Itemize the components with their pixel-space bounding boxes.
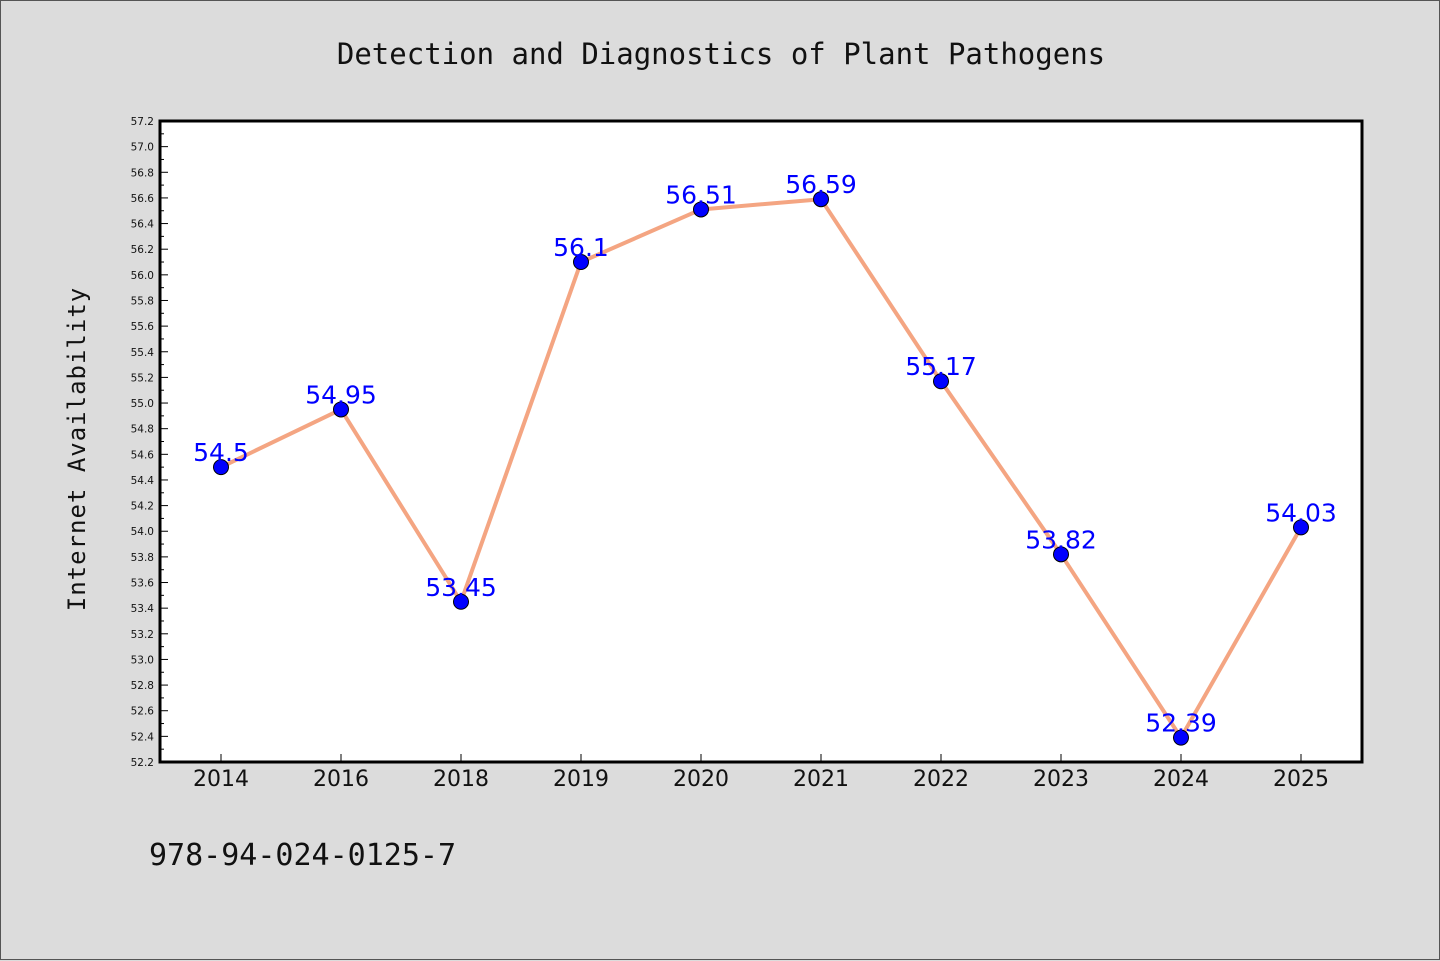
y-axis: 52.2 52.4 52.6 52.8 53.0 53.2 53.4 53.6 53.8 54.0… [131, 116, 168, 769]
data-point [333, 401, 349, 418]
x-tick-label: 2019 [553, 767, 609, 792]
y-tick-label: 55.8 [131, 295, 154, 307]
data-label: 56.59 [785, 170, 857, 199]
data-label: 54.03 [1265, 498, 1337, 527]
y-tick-label: 56.8 [131, 167, 154, 179]
x-tick-label: 2021 [793, 767, 849, 792]
data-point [1173, 729, 1189, 746]
data-point [693, 201, 709, 218]
y-tick-label: 57.2 [131, 116, 154, 128]
data-point [813, 191, 829, 208]
data-label: 54.5 [193, 438, 249, 467]
y-tick-label: 54.4 [131, 475, 155, 487]
y-tick-label: 56.0 [131, 270, 154, 282]
y-tick-label: 53.4 [131, 603, 155, 615]
x-tick-label: 2022 [913, 767, 969, 792]
y-tick-label: 54.0 [131, 526, 154, 538]
y-tick-label: 54.6 [131, 449, 155, 461]
data-label: 55.17 [905, 352, 977, 381]
chart-title: Detection and Diagnostics of Plant Patho… [337, 37, 1105, 71]
y-tick-label: 56.4 [131, 219, 155, 231]
y-tick-label: 52.2 [131, 757, 154, 769]
x-tick-label: 2018 [433, 767, 489, 792]
y-tick-label: 56.6 [131, 193, 155, 205]
x-tick-label: 2024 [1153, 767, 1209, 792]
data-label: 56.51 [665, 180, 737, 209]
data-point [933, 373, 949, 390]
data-label: 53.82 [1025, 525, 1097, 554]
y-tick-label: 53.2 [131, 629, 154, 641]
plot-area [158, 119, 1364, 764]
data-label: 56.1 [553, 233, 609, 262]
y-tick-label: 55.0 [131, 398, 154, 410]
series-line [220, 197, 1303, 740]
y-tick-label: 57.0 [131, 142, 154, 154]
y-tick-label: 54.8 [131, 424, 154, 436]
data-point [453, 593, 469, 610]
y-tick-label: 56.2 [131, 244, 154, 256]
isbn-footer: 978-94-024-0125-7 [149, 838, 456, 873]
data-point [1053, 546, 1069, 563]
y-tick-label: 52.8 [131, 680, 154, 692]
x-tick-label: 2014 [193, 767, 249, 792]
x-tick-label: 2023 [1033, 767, 1089, 792]
y-tick-label: 53.6 [131, 578, 155, 590]
y-tick-label: 53.8 [131, 552, 154, 564]
y-tick-label: 52.6 [131, 706, 155, 718]
x-axis: 2014 2016 2018 2019 2020 2021 2022 2023 2024 2025 [193, 754, 1329, 792]
y-tick-label: 53.0 [131, 654, 154, 666]
data-point [1293, 519, 1309, 536]
y-tick-label: 55.4 [131, 347, 155, 359]
x-tick-label: 2016 [313, 767, 369, 792]
y-tick-label: 54.2 [131, 501, 154, 513]
x-tick-label: 2025 [1273, 767, 1329, 792]
x-tick-label: 2020 [673, 767, 729, 792]
data-label: 53.45 [425, 573, 497, 602]
data-label: 54.95 [305, 380, 377, 409]
data-label: 52.39 [1145, 709, 1217, 738]
y-axis-label: Internet Availability [63, 287, 91, 611]
data-point [573, 254, 589, 271]
y-tick-label: 52.4 [131, 731, 155, 743]
y-tick-label: 55.6 [131, 321, 155, 333]
data-point [213, 459, 229, 476]
y-tick-label: 55.2 [131, 372, 154, 384]
series-layer: 54.5 54.95 53.45 56.1 56.51 56.59 55.17 53.82 52… [193, 170, 1337, 746]
